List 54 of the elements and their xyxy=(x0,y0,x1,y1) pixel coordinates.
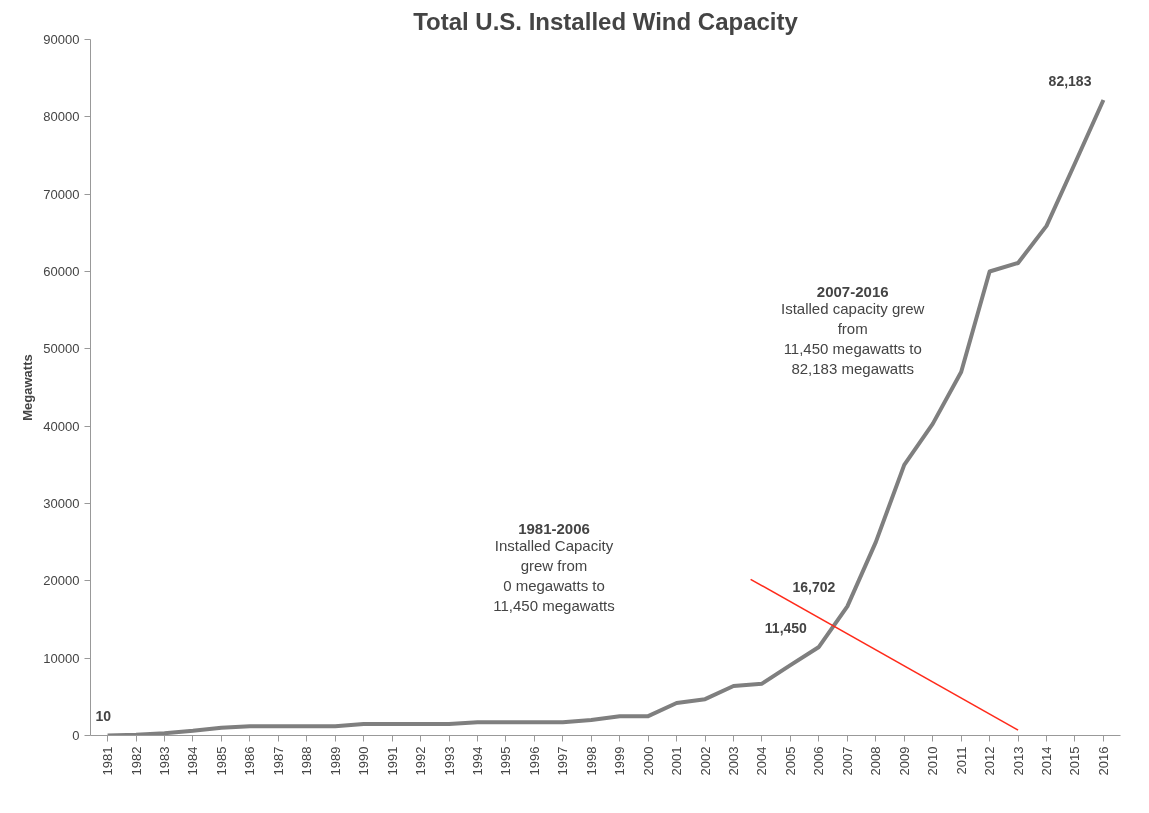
x-tick-label: 2014 xyxy=(1039,746,1055,776)
x-tick-label: 1988 xyxy=(299,746,315,776)
x-tick-label: 1982 xyxy=(128,746,144,776)
y-axis-title: Megawatts xyxy=(20,354,36,421)
annotation: 2007-2016 Istalled capacity grew from 11,450 megawatts to 82,183 megawatts xyxy=(781,283,925,378)
x-tick-label: 1996 xyxy=(526,746,542,776)
x-tick-label: 1986 xyxy=(242,746,258,776)
x-tick-label: 2006 xyxy=(811,746,827,776)
y-tick-label: 20000 xyxy=(43,573,80,589)
y-tick-label: 40000 xyxy=(43,418,80,434)
x-tick-label: 1994 xyxy=(469,746,485,776)
x-tick-label: 2015 xyxy=(1067,746,1083,776)
annotation: 1981-2006 Installed Capacity grew from 0 megawatts to 11,450 megawatts xyxy=(493,519,615,614)
x-tick-label: 1989 xyxy=(327,746,343,776)
y-tick-label: 50000 xyxy=(43,341,80,357)
x-tick-label: 2016 xyxy=(1095,746,1111,776)
x-tick-label: 1984 xyxy=(185,746,201,776)
x-tick-label: 2005 xyxy=(782,746,798,776)
y-tick-label: 80000 xyxy=(43,109,80,125)
chart-title: Total U.S. Installed Wind Capacity xyxy=(413,7,799,35)
x-tick-label: 1985 xyxy=(213,746,229,776)
x-tick-label: 1987 xyxy=(270,746,286,776)
data-label: 10 xyxy=(95,708,112,725)
x-tick-label: 2003 xyxy=(726,746,742,776)
x-tick-label: 1993 xyxy=(441,746,457,776)
x-tick-label: 1983 xyxy=(156,746,172,776)
x-tick-label: 1997 xyxy=(555,746,571,776)
y-tick-label: 30000 xyxy=(43,496,80,511)
data-label: 11,450 xyxy=(764,619,808,636)
x-tick-label: 2001 xyxy=(669,746,685,776)
y-tick-label: 60000 xyxy=(43,264,80,279)
x-tick-label: 1981 xyxy=(100,746,116,776)
x-tick-label: 2013 xyxy=(1010,746,1026,776)
x-tick-label: 2007 xyxy=(839,746,855,776)
x-tick-label: 1995 xyxy=(498,746,514,776)
x-tick-label: 2004 xyxy=(754,746,770,776)
x-tick-label: 2012 xyxy=(982,746,998,776)
x-tick-label: 2000 xyxy=(640,746,656,776)
x-tick-label: 1998 xyxy=(583,746,599,776)
x-tick-label: 2011 xyxy=(953,746,969,775)
data-label: 16,702 xyxy=(792,579,836,596)
x-tick-label: 2010 xyxy=(925,746,941,776)
y-tick-label: 70000 xyxy=(43,186,80,202)
x-tick-label: 2002 xyxy=(697,746,713,776)
x-tick-label: 1999 xyxy=(612,746,628,776)
x-tick-label: 2009 xyxy=(896,746,912,776)
y-tick-label: 0 xyxy=(72,728,80,743)
x-tick-label: 2008 xyxy=(868,746,884,776)
data-label: 82,183 xyxy=(1048,72,1092,89)
y-tick-label: 90000 xyxy=(43,32,80,47)
x-tick-label: 1992 xyxy=(413,746,429,776)
y-tick-label: 10000 xyxy=(43,650,80,666)
x-tick-label: 1990 xyxy=(356,746,372,776)
x-tick-label: 1991 xyxy=(384,746,400,776)
